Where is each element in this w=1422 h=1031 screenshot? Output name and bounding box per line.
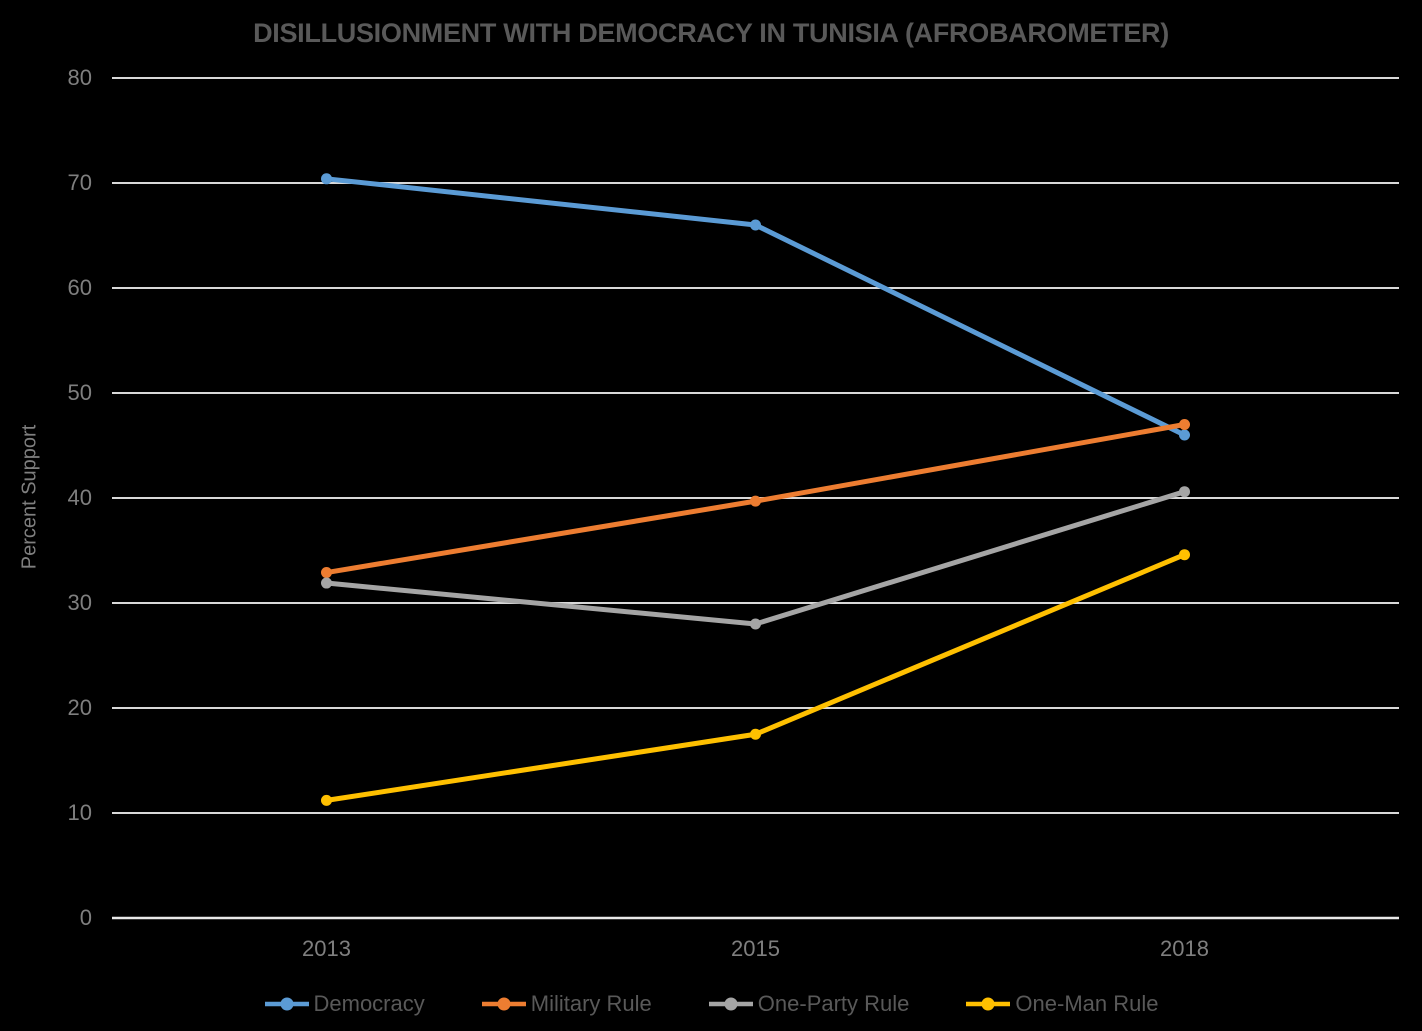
legend-item-one-man-rule: One-Man Rule (965, 991, 1158, 1017)
y-tick-label: 20 (67, 695, 92, 720)
data-point-marker (1179, 419, 1190, 430)
legend-marker-icon (264, 997, 309, 1011)
y-tick-label: 60 (67, 275, 92, 300)
data-point-marker (750, 495, 761, 507)
series-line-democracy (324, 176, 1187, 438)
data-point-marker (750, 728, 761, 740)
legend-item-democracy: Democracy (264, 991, 425, 1017)
chart-title: DISILLUSIONMENT WITH DEMOCRACY IN TUNISI… (253, 18, 1169, 48)
x-tick-label: 2018 (1160, 936, 1209, 961)
data-point-marker (321, 173, 332, 185)
y-tick-label: 80 (67, 65, 92, 90)
series-line-one-party-rule (324, 489, 1187, 627)
data-point-marker (750, 219, 761, 231)
legend-label: One-Man Rule (1015, 991, 1159, 1016)
y-tick-label: 30 (67, 590, 92, 615)
y-tick-label: 10 (67, 800, 92, 825)
legend-label: One-Party Rule (757, 991, 910, 1016)
data-point-marker (321, 567, 332, 579)
data-point-marker (750, 618, 761, 630)
x-tick-label: 2015 (731, 936, 780, 961)
x-tick-label: 2013 (302, 936, 351, 961)
legend-marker-icon (708, 997, 753, 1011)
data-point-marker (321, 577, 332, 589)
legend-label: Democracy (313, 991, 425, 1016)
y-tick-label: 0 (79, 905, 92, 930)
legend-item-one-party-rule: One-Party Rule (708, 991, 910, 1017)
series-line-one-man-rule (324, 552, 1187, 803)
y-tick-label: 70 (67, 170, 92, 195)
legend-item-military-rule: Military Rule (481, 991, 652, 1017)
data-point-marker (1179, 486, 1190, 498)
y-tick-label: 40 (67, 485, 92, 510)
legend: Democracy Military Rule One-Party Rule One-… (0, 991, 1422, 1017)
legend-label: Military Rule (530, 991, 652, 1016)
y-tick-label: 50 (67, 380, 92, 405)
data-point-marker (1179, 549, 1190, 561)
data-point-marker (1179, 429, 1190, 441)
legend-marker-icon (966, 997, 1011, 1011)
legend-marker-icon (481, 997, 526, 1011)
data-point-marker (321, 794, 332, 806)
